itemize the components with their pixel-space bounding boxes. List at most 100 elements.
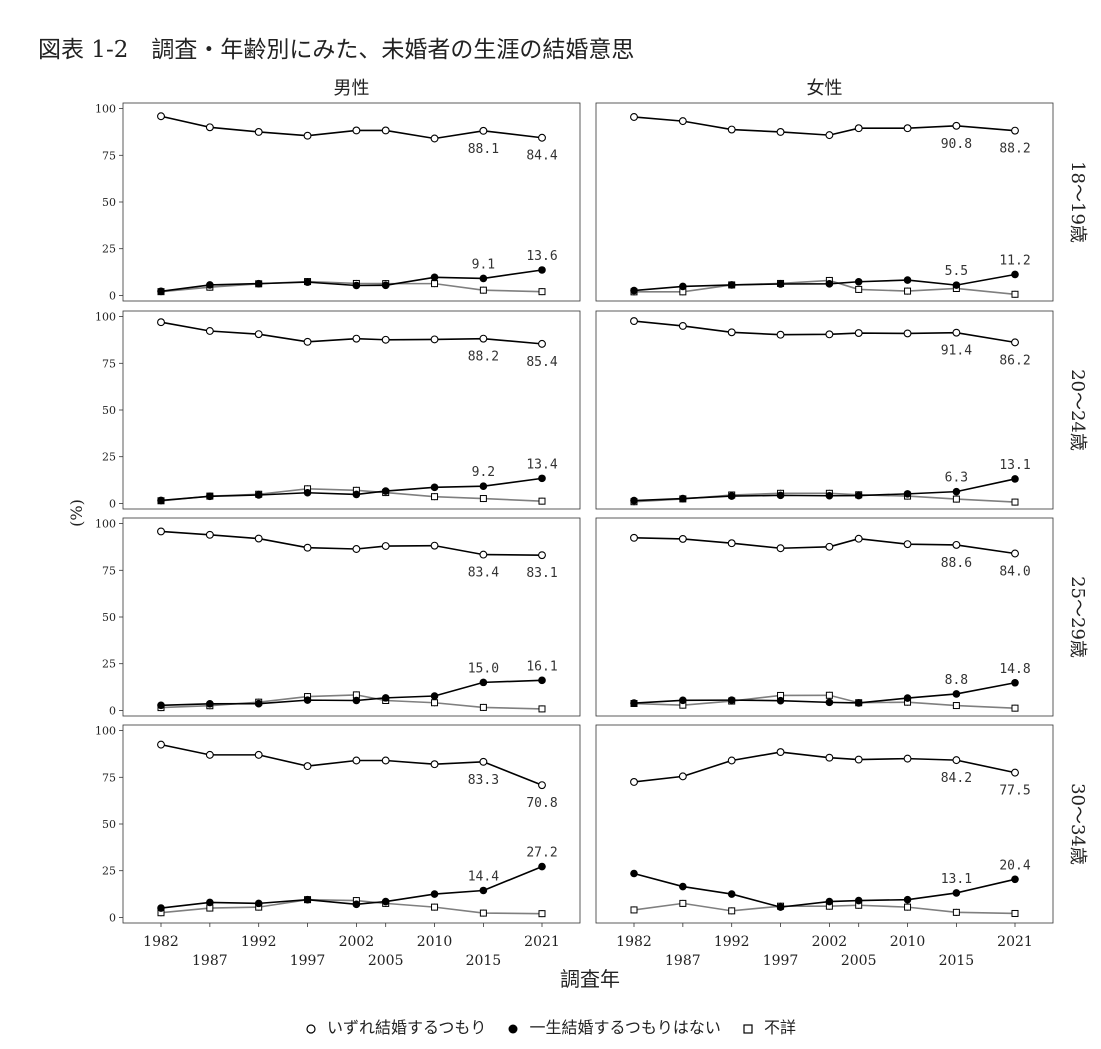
panel-c1-r1-y-tick-label-0: 0: [109, 289, 116, 302]
panel-c2-r2-data-label-s1-2021: 86.2: [999, 353, 1030, 368]
panel-c2-r2-series-2-point-2021: [1011, 475, 1019, 483]
panel-c1-r1-series-1-point-2015: [479, 126, 488, 135]
panel-c1-r2-data-label-s2-2021: 13.4: [526, 457, 557, 472]
panel-c1-r3-y-tick-label-75: 75: [102, 564, 116, 577]
panel-c1-r4-data-label-s1-2021: 70.8: [526, 796, 557, 811]
panel-c2-r4-series-3-point-1987: [679, 899, 687, 907]
panel-c2-r2-series-2-point-2015: [952, 487, 961, 496]
panel-c1-r4-series-1-point-1987: [205, 750, 214, 759]
chart-title: 図表 1-2 調査・年齢別にみた、未婚者の生涯の結婚意思: [38, 37, 635, 63]
panel-c1-r3-series-3-point-2015: [479, 703, 487, 711]
panel-c1-r3-series-1-point-2010: [430, 541, 439, 550]
panel-c1-r3-series-2-point-1987: [206, 700, 214, 708]
panel-c2-r1-series-1-point-2002: [825, 131, 834, 140]
facet-label-row-3: 25～29歳: [1067, 576, 1088, 658]
panel-c1-r1-series-2-point-2005: [381, 281, 390, 290]
panel-c2-r4-series-3-point-2021: [1011, 909, 1019, 917]
panel-c1-r3-data-label-s1-2015: 83.4: [468, 566, 499, 581]
panel-c2-r3-series-2-point-1997: [776, 696, 785, 705]
panel-c1-r1-series-2-point-2015: [479, 274, 488, 283]
panel-c1-r2-data-label-s1-2021: 85.4: [526, 355, 557, 370]
panel-c2-r3-series-3-point-2021: [1011, 704, 1019, 712]
panel-c1-r4-series-1-point-2010: [430, 760, 439, 769]
panel-c2-r3-data-label-s1-2015: 88.6: [941, 556, 972, 571]
panel-c1-r4-x-tick-label-2002: 2002: [339, 934, 375, 950]
panel-c2-r4-x-tick-label-2002: 2002: [812, 934, 848, 950]
x-axis-title: 調査年: [560, 967, 620, 991]
panel-c1-r2-series-2-point-1987: [206, 492, 214, 501]
panel-c2-r3-series-1-point-2005: [854, 534, 863, 543]
panel-c2-r3-data-label-s2-2021: 14.8: [999, 662, 1030, 677]
legend-label-series-1: いずれ結婚するつもり: [327, 1018, 487, 1037]
panel-c1-r1-series-1-point-1997: [303, 131, 312, 140]
panel-c1-r2-series-2-point-1982: [157, 496, 165, 505]
panel-c1-r1-frame: [122, 102, 581, 302]
panel-c1-r4-series-2-point-2002: [352, 900, 361, 909]
panel-c2-r1-series-3-point-2010: [904, 287, 912, 295]
panel-c2-r3-series-2-point-1987: [679, 696, 687, 705]
panel-c2-r3-series-3-point-2015: [952, 702, 960, 710]
panel-c1-r4-x-tick-label-2015: 2015: [466, 953, 502, 969]
panel-c1-r3-series-2-point-1982: [157, 701, 165, 710]
panel-c1-r3-data-label-s2-2015: 15.0: [468, 661, 499, 676]
panel-c2-r3-series-3-point-2002: [825, 691, 833, 699]
panel-c1-r1-series-2-point-1992: [254, 279, 263, 288]
panel-c2-r4-x-tick-label-1992: 1992: [714, 934, 750, 950]
panel-c2-r2-series-1-point-1982: [630, 317, 638, 326]
panel-c1-r2-series-1-point-1997: [303, 337, 312, 346]
panel-c1-r2-y-tick-label-75: 75: [102, 357, 116, 370]
panel-c1-r1-series-1-point-1982: [157, 112, 165, 121]
panel-c2-r4-series-3-point-2015: [952, 908, 960, 916]
panel-c1-r3-series-2-point-2021: [538, 676, 546, 685]
hollow-square-icon: [743, 1023, 753, 1034]
panel-c1-r3-y-tick-label-25: 25: [102, 658, 116, 671]
panel-c1-r3-y-tick-label-0: 0: [109, 704, 116, 717]
panel-c1-r2-series-2-point-2002: [352, 490, 361, 499]
panel-c1-r1-series-1-point-2021: [538, 133, 546, 142]
panel-c2-r2-series-1-point-2021: [1011, 338, 1019, 347]
panel-c1-r4-data-label-s2-2015: 14.4: [468, 869, 499, 884]
panel-c1-r4-x-tick-label-1992: 1992: [241, 934, 277, 950]
panel-c1-r3-series-3-point-2010: [431, 699, 439, 707]
panel-c2-r3-series-1-point-2002: [825, 542, 834, 551]
panel-c1-r1-series-2-point-1982: [157, 287, 165, 296]
panel-c2-r4-data-label-s2-2015: 13.1: [941, 872, 972, 887]
panel-c2-r1-data-label-s1-2015: 90.8: [941, 137, 972, 152]
panel-c1-r2-data-label-s1-2015: 88.2: [468, 350, 499, 365]
facet-label-column-1: 男性: [334, 78, 370, 99]
panel-c1-r4-series-2-point-1992: [254, 899, 263, 908]
panel-c1-r3-series-2-point-2005: [381, 694, 390, 702]
legend-item-series-3: 不詳: [742, 1014, 796, 1038]
panel-c1-r4-x-tick-label-2005: 2005: [368, 953, 404, 969]
panel-c1-r2-y-tick-label-25: 25: [102, 451, 116, 464]
panel-c2-r2-series-2-point-2010: [903, 490, 912, 498]
panel-c1-r2-series-2-point-2005: [381, 487, 390, 495]
panel-c1-r1-y-tick-label-25: 25: [102, 243, 116, 256]
panel-c1-r2-y-tick-label-50: 50: [102, 404, 116, 417]
panel-c1-r4-series-2-point-2005: [381, 897, 390, 906]
panel-c1-r2-series-1-point-2002: [352, 334, 361, 343]
panel-c1-r4-series-1-point-2021: [538, 781, 546, 790]
panel-c1-r3-series-1-point-1987: [205, 530, 214, 539]
panel-c2-r4-x-tick-label-2010: 2010: [890, 934, 926, 950]
panel-c1-r4-y-tick-label-75: 75: [102, 771, 116, 784]
panel-c2-r4-series-2-point-1982: [630, 869, 638, 878]
panel-c2-r4-data-label-s1-2015: 84.2: [941, 771, 972, 786]
panel-c2-r3-series-1-point-1992: [727, 539, 736, 548]
legend-label-series-3: 不詳: [763, 1018, 796, 1037]
panel-c2-r4-frame: [595, 724, 1054, 924]
panel-c1-r2-data-label-s2-2015: 9.2: [472, 465, 495, 480]
panel-c1-r3-series-1-point-2005: [381, 542, 390, 550]
panel-c2-r1-data-label-s2-2021: 11.2: [999, 253, 1030, 268]
panel-c1-r4-series-1-point-2005: [381, 756, 390, 765]
panel-c2-r1-series-3-point-2021: [1011, 290, 1019, 298]
panel-c1-r1-data-label-s1-2021: 84.4: [526, 149, 557, 164]
panel-c2-r2-data-label-s2-2015: 6.3: [945, 471, 968, 486]
panel-c2-r3-series-2-point-2021: [1011, 678, 1019, 687]
panel-c1-r2-frame: [122, 310, 581, 510]
panel-c1-r4-series-2-point-2021: [538, 862, 546, 871]
panel-c1-r1-series-2-point-2002: [352, 281, 361, 290]
panel-c2-r4-series-2-point-2010: [903, 895, 912, 904]
panel-c1-r1-data-label-s1-2015: 88.1: [468, 142, 499, 157]
